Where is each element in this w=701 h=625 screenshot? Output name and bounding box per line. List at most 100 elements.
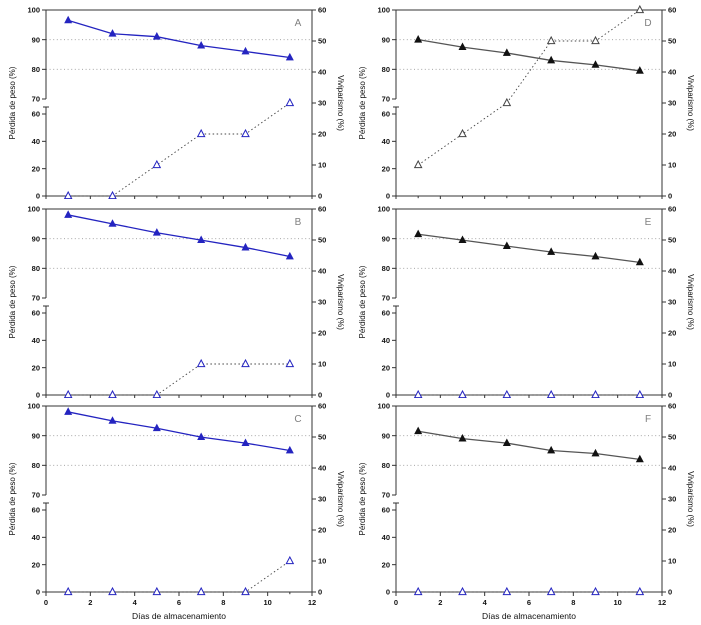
- x-tick-label-2: 2: [438, 598, 442, 607]
- panel-E-series-0-marker: [458, 235, 467, 244]
- panel-F-series-0-line: [418, 430, 640, 461]
- left-tick-label-90: 90: [382, 35, 390, 44]
- right-tick-label-60: 60: [668, 6, 676, 15]
- right-tick-label-10: 10: [668, 161, 676, 170]
- right-tick-label-0: 0: [668, 192, 672, 199]
- panel-A-series-0-marker: [197, 40, 206, 49]
- right-y-axis-title: Viviparismo (%): [336, 75, 345, 131]
- right-tick-label-50: 50: [668, 236, 676, 245]
- panel-F-series-1-marker: [591, 586, 600, 596]
- left-tick-label-20: 20: [32, 164, 40, 173]
- panel-F-series-1-marker: [458, 586, 467, 596]
- panel-B-series-0-marker: [285, 251, 294, 260]
- right-tick-label-50: 50: [318, 37, 326, 46]
- panel-B-series-0-marker: [197, 235, 206, 244]
- x-tick-label-2: 2: [88, 598, 92, 607]
- panel-B-series-1-line: [68, 363, 290, 396]
- panel-E-series-0-marker: [635, 257, 644, 266]
- left-tick-label-100: 100: [27, 402, 40, 411]
- panel-A-series-1-marker: [241, 128, 250, 138]
- left-tick-label-20: 20: [382, 363, 390, 372]
- x-tick-label-8: 8: [221, 598, 225, 607]
- panel-letter-C: C: [294, 414, 301, 425]
- panel-D-chart: 100 90 80 70 60 40 20 0 0 10 20 30 40 50 60 Pérdida de …: [358, 4, 695, 199]
- right-tick-label-0: 0: [318, 391, 322, 398]
- right-tick-label-40: 40: [318, 267, 326, 276]
- left-y-axis-title: Pérdida de peso (%): [8, 66, 17, 139]
- x-tick-label-8: 8: [571, 598, 575, 607]
- panel-B-series-1-marker: [108, 389, 117, 398]
- panel-E-series-1-marker: [546, 389, 556, 398]
- x-tick-label-0: 0: [44, 598, 48, 607]
- left-tick-label-40: 40: [32, 137, 40, 146]
- x-tick-label-4: 4: [133, 598, 138, 607]
- panel-B-series-1-marker: [152, 389, 162, 398]
- right-tick-label-20: 20: [318, 526, 326, 535]
- panel-letter-E: E: [645, 217, 652, 228]
- right-tick-label-20: 20: [668, 329, 676, 338]
- panel-D: 100 90 80 70 60 40 20 0 0 10 20 30 40 50 60 Pérdida de …: [350, 0, 701, 199]
- panel-B-series-0-marker: [64, 210, 73, 218]
- panel-C-series-0-marker: [241, 438, 250, 446]
- panel-A-series-1-line: [68, 102, 291, 197]
- left-tick-label-0: 0: [36, 588, 40, 597]
- right-tick-label-10: 10: [668, 557, 676, 566]
- left-y-axis-title: Pérdida de peso (%): [8, 265, 17, 338]
- left-tick-label-100: 100: [377, 6, 390, 15]
- panel-A-series-1-marker: [152, 159, 162, 169]
- right-tick-label-10: 10: [668, 360, 676, 369]
- panel-B-series-1-marker: [241, 358, 250, 368]
- right-tick-label-40: 40: [668, 267, 676, 276]
- right-tick-label-40: 40: [668, 464, 676, 473]
- panel-F-series-0-marker: [635, 454, 644, 463]
- left-tick-label-80: 80: [32, 264, 40, 273]
- panel-F-series-0-marker: [547, 445, 556, 454]
- right-tick-label-30: 30: [318, 99, 326, 108]
- panel-D-series-1-marker: [502, 97, 512, 107]
- left-tick-label-60: 60: [382, 506, 390, 515]
- right-tick-label-30: 30: [668, 495, 676, 504]
- panel-B-series-1-marker: [196, 358, 206, 368]
- left-y-axis-title: Pérdida de peso (%): [358, 66, 367, 139]
- x-tick-label-10: 10: [263, 598, 271, 607]
- left-tick-label-70: 70: [32, 95, 40, 104]
- left-tick-label-90: 90: [32, 35, 40, 44]
- panel-B: 100 90 80 70 60 40 20 0 0 10 20 30 40 50 60 Pérdida de …: [0, 199, 350, 398]
- panel-D-series-0-line: [418, 39, 640, 72]
- panel-E-chart: 100 90 80 70 60 40 20 0 0 10 20 30 40 50 60 Pérdida de …: [358, 205, 695, 398]
- right-tick-label-30: 30: [318, 298, 326, 307]
- left-y-axis-title: Pérdida de peso (%): [8, 462, 17, 535]
- left-tick-label-90: 90: [32, 234, 40, 243]
- panel-C-series-0-marker: [108, 416, 117, 424]
- panel-E-series-1-marker: [458, 389, 467, 398]
- left-tick-label-20: 20: [382, 560, 390, 569]
- panel-A-series-0-line: [67, 19, 290, 59]
- panel-B-series-0-marker: [108, 219, 117, 227]
- panel-E-series-0-marker: [502, 241, 511, 249]
- panel-C-series-1-line: [68, 560, 291, 593]
- right-tick-label-20: 20: [668, 130, 676, 139]
- left-tick-label-40: 40: [382, 336, 390, 345]
- left-y-axis-title: Pérdida de peso (%): [358, 265, 367, 338]
- right-tick-label-50: 50: [318, 433, 326, 442]
- left-tick-label-80: 80: [382, 264, 390, 273]
- panel-letter-B: B: [295, 217, 302, 228]
- panel-D-series-0-marker: [547, 55, 556, 64]
- left-tick-label-60: 60: [32, 110, 40, 119]
- panel-D-series-0-marker: [591, 60, 600, 68]
- left-tick-label-20: 20: [382, 164, 390, 173]
- x-axis-title: Días de almacenamiento: [482, 611, 576, 621]
- left-y-axis-title: Pérdida de peso (%): [358, 462, 367, 535]
- right-tick-label-0: 0: [668, 588, 672, 597]
- panel-D-series-1-marker: [546, 35, 556, 45]
- panel-E-series-0-marker: [591, 251, 600, 260]
- x-tick-label-4: 4: [483, 598, 488, 607]
- left-tick-label-40: 40: [32, 533, 40, 542]
- panel-A: 100 90 80 70 60 40 20 0 0 10 20 30 40 50 60 Pérdida de …: [0, 0, 350, 199]
- x-tick-label-12: 12: [658, 598, 666, 607]
- panel-F-series-1-marker: [413, 586, 423, 596]
- panel-A-series-0-marker: [64, 15, 73, 24]
- panel-F-series-1-marker: [546, 586, 556, 596]
